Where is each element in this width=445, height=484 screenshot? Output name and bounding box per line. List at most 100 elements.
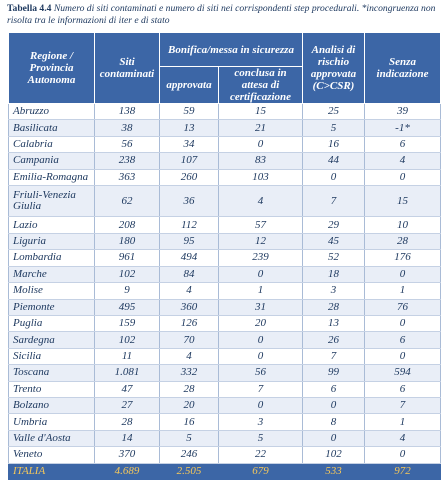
table-row: Lombardia 961 494 239 52 176 — [8, 249, 441, 267]
cell-siti: 363 — [94, 169, 160, 187]
cell-analisi: 0 — [302, 169, 365, 187]
table-row: Toscana 1.081 332 56 99 594 — [8, 364, 441, 382]
cell-approvata: 28 — [159, 381, 219, 398]
cell-analisi: 0 — [302, 397, 365, 415]
cell-region: Puglia — [8, 315, 95, 333]
cell-region: Sardegna — [8, 331, 95, 349]
cell-analisi: 52 — [302, 249, 365, 267]
header-siti: Siti contaminati — [94, 32, 160, 104]
cell-siti: 102 — [94, 331, 160, 349]
cell-siti: 62 — [94, 185, 160, 218]
cell-region: Piemonte — [8, 299, 95, 316]
cell-analisi: 7 — [302, 185, 365, 218]
cell-region: Calabria — [8, 136, 95, 154]
cell-approvata: 59 — [159, 103, 219, 121]
header-analisi: Analisi di rischio approvata (C>CSR) — [302, 32, 365, 104]
cell-siti: 14 — [94, 430, 160, 448]
cell-conclusa: 83 — [218, 152, 303, 170]
cell-approvata: 4 — [159, 282, 219, 300]
table-row: Molise 9 4 1 3 1 — [8, 282, 441, 300]
cell-approvata: 34 — [159, 136, 219, 154]
cell-region: Emilia-Romagna — [8, 169, 95, 187]
table-row: Emilia-Romagna 363 260 103 0 0 — [8, 169, 441, 187]
table-row: Piemonte 495 360 31 28 76 — [8, 299, 441, 316]
cell-conclusa: 0 — [218, 348, 303, 366]
cell-siti: 27 — [94, 397, 160, 415]
table-row: Basilicata 38 13 21 5 -1* — [8, 119, 441, 137]
cell-conclusa: 21 — [218, 119, 303, 137]
table-row: Marche 102 84 0 18 0 — [8, 266, 441, 284]
cell-analisi: 25 — [302, 103, 365, 121]
cell-conclusa: 7 — [218, 381, 303, 398]
table-row: Sicilia 11 4 0 7 0 — [8, 348, 441, 366]
cell-senza: 15 — [364, 185, 441, 218]
cell-conclusa: 0 — [218, 397, 303, 415]
cell-conclusa: 22 — [218, 446, 303, 464]
cell-approvata: 95 — [159, 233, 219, 251]
cell-analisi: 102 — [302, 446, 365, 464]
cell-region: Lombardia — [8, 249, 95, 267]
cell-analisi: 533 — [302, 463, 365, 481]
cell-analisi: 26 — [302, 331, 365, 349]
cell-conclusa: 0 — [218, 331, 303, 349]
cell-conclusa: 1 — [218, 282, 303, 300]
cell-approvata: 13 — [159, 119, 219, 137]
cell-analisi: 45 — [302, 233, 365, 251]
cell-analisi: 28 — [302, 299, 365, 316]
cell-analisi: 29 — [302, 216, 365, 234]
table-total-row: ITALIA 4.689 2.505 679 533 972 — [8, 463, 441, 481]
table-row: Friuli-Venezia Giulia 62 36 4 7 15 — [8, 185, 441, 218]
cell-approvata: 20 — [159, 397, 219, 415]
cell-conclusa: 103 — [218, 169, 303, 187]
cell-conclusa: 20 — [218, 315, 303, 333]
cell-conclusa: 3 — [218, 413, 303, 431]
cell-analisi: 44 — [302, 152, 365, 170]
cell-region: Abruzzo — [8, 103, 95, 121]
cell-senza: 39 — [364, 103, 441, 121]
cell-senza: 7 — [364, 397, 441, 415]
table-row: Abruzzo 138 59 15 25 39 — [8, 103, 441, 121]
cell-senza: 594 — [364, 364, 441, 382]
cell-region: Bolzano — [8, 397, 95, 415]
cell-conclusa: 679 — [218, 463, 303, 481]
table-row: Calabria 56 34 0 16 6 — [8, 136, 441, 154]
cell-region: Friuli-Venezia Giulia — [8, 185, 95, 218]
table-row: Sardegna 102 70 0 26 6 — [8, 331, 441, 349]
cell-senza: 0 — [364, 348, 441, 366]
table-row: Bolzano 27 20 0 0 7 — [8, 397, 441, 415]
table-row: Liguria 180 95 12 45 28 — [8, 233, 441, 251]
cell-siti: 102 — [94, 266, 160, 284]
cell-conclusa: 57 — [218, 216, 303, 234]
cell-approvata: 360 — [159, 299, 219, 316]
cell-analisi: 7 — [302, 348, 365, 366]
cell-analisi: 13 — [302, 315, 365, 333]
cell-senza: 0 — [364, 266, 441, 284]
cell-conclusa: 12 — [218, 233, 303, 251]
cell-approvata: 16 — [159, 413, 219, 431]
cell-region: ITALIA — [8, 463, 95, 481]
cell-senza: 1 — [364, 413, 441, 431]
table-row: Umbria 28 16 3 8 1 — [8, 413, 441, 431]
cell-senza: 0 — [364, 169, 441, 187]
cell-siti: 159 — [94, 315, 160, 333]
cell-approvata: 260 — [159, 169, 219, 187]
cell-senza: 28 — [364, 233, 441, 251]
cell-analisi: 16 — [302, 136, 365, 154]
contaminated-sites-table: Regione / Provincia Autonoma Siti contam… — [8, 32, 441, 481]
cell-senza: 4 — [364, 430, 441, 448]
cell-siti: 238 — [94, 152, 160, 170]
cell-region: Basilicata — [8, 119, 95, 137]
table-row: Valle d'Aosta 14 5 5 0 4 — [8, 430, 441, 448]
cell-approvata: 5 — [159, 430, 219, 448]
cell-approvata: 112 — [159, 216, 219, 234]
cell-analisi: 8 — [302, 413, 365, 431]
cell-approvata: 107 — [159, 152, 219, 170]
cell-analisi: 3 — [302, 282, 365, 300]
cell-analisi: 99 — [302, 364, 365, 382]
caption-text: Numero di siti contaminati e numero di s… — [7, 3, 436, 26]
cell-approvata: 332 — [159, 364, 219, 382]
table-row: Puglia 159 126 20 13 0 — [8, 315, 441, 333]
cell-approvata: 246 — [159, 446, 219, 464]
cell-region: Trento — [8, 381, 95, 398]
table-row: Trento 47 28 7 6 6 — [8, 381, 441, 398]
